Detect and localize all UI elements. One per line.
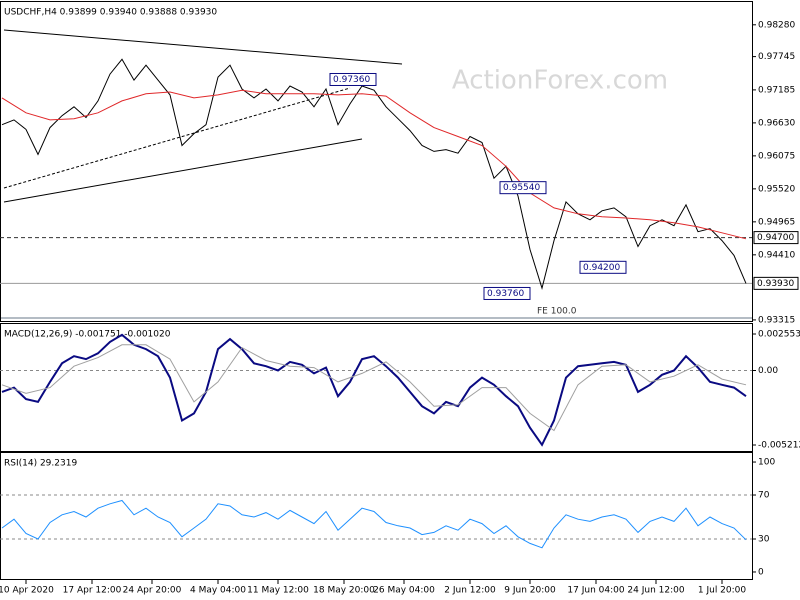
annotation-label: 0.94200 (583, 263, 620, 273)
annotation-label: 0.93760 (487, 289, 524, 299)
level-label: 0.93930 (757, 279, 794, 289)
y-tick-label: 0.00 (758, 366, 778, 376)
x-tick-label: 17 Jun 04:00 (567, 586, 624, 596)
y-tick-label: 0.97185 (758, 85, 795, 95)
level-box (753, 231, 799, 245)
y-tick-label: 0.97745 (758, 52, 795, 62)
panel-title: USDCHF,H4 0.93899 0.93940 0.93888 0.9393… (4, 8, 217, 18)
annotation-box (329, 72, 377, 86)
annotation-box (483, 286, 531, 300)
y-tick-label: 0.93315 (758, 315, 795, 325)
y-tick-label: 0 (758, 567, 764, 577)
y-tick-label: 0.94965 (758, 217, 795, 227)
y-tick-label: 0.002553 (758, 330, 800, 340)
trendline (3, 29, 403, 65)
y-tick-label: 100 (758, 458, 775, 468)
annotation-label: 0.97360 (333, 75, 370, 85)
panel-frame (0, 1, 753, 322)
y-tick-label: 70 (758, 491, 770, 501)
watermark: ActionForex.com (452, 66, 668, 96)
panel-title: RSI(14) 29.2319 (4, 459, 77, 469)
annotation-box (579, 260, 627, 274)
x-tick-label: 2 Jun 12:00 (444, 586, 496, 596)
series-line (1, 344, 747, 432)
x-tick-label: 4 May 04:00 (190, 586, 246, 596)
series-line (1, 58, 747, 290)
panel-title: MACD(12,26,9) -0.001751 -0.001020 (4, 330, 171, 340)
series-line (1, 89, 747, 240)
fe-label: FE 100.0 (537, 307, 577, 317)
series-line (1, 499, 747, 549)
trendline (3, 138, 363, 203)
level-label: 0.94700 (757, 233, 794, 243)
annotation-box (499, 181, 547, 195)
x-tick-label: 11 May 12:00 (247, 586, 309, 596)
y-tick-label: 0.98280 (758, 20, 795, 30)
x-tick-label: 26 May 04:00 (373, 586, 435, 596)
level-box (753, 276, 799, 290)
series-line (1, 333, 747, 447)
y-tick-label: -0.005212 (758, 440, 800, 450)
x-tick-label: 9 Jun 20:00 (504, 586, 556, 596)
panel-frame (0, 323, 753, 452)
x-tick-label: 17 Apr 12:00 (63, 586, 122, 596)
y-tick-label: 30 (758, 534, 770, 544)
x-tick-label: 24 Jun 12:00 (627, 586, 684, 596)
x-tick-label: 24 Apr 20:00 (123, 586, 182, 596)
y-tick-label: 0.96075 (758, 151, 795, 161)
trendline (3, 87, 351, 189)
annotation-label: 0.95540 (503, 183, 540, 193)
x-tick-label: 10 Apr 2020 (0, 586, 54, 596)
y-tick-label: 0.96630 (758, 118, 795, 128)
y-tick-label: 0.94410 (758, 250, 795, 260)
x-tick-label: 1 Jul 20:00 (698, 586, 747, 596)
panel-frame (0, 452, 753, 580)
x-tick-label: 18 May 20:00 (313, 586, 375, 596)
y-tick-label: 0.95520 (758, 184, 795, 194)
